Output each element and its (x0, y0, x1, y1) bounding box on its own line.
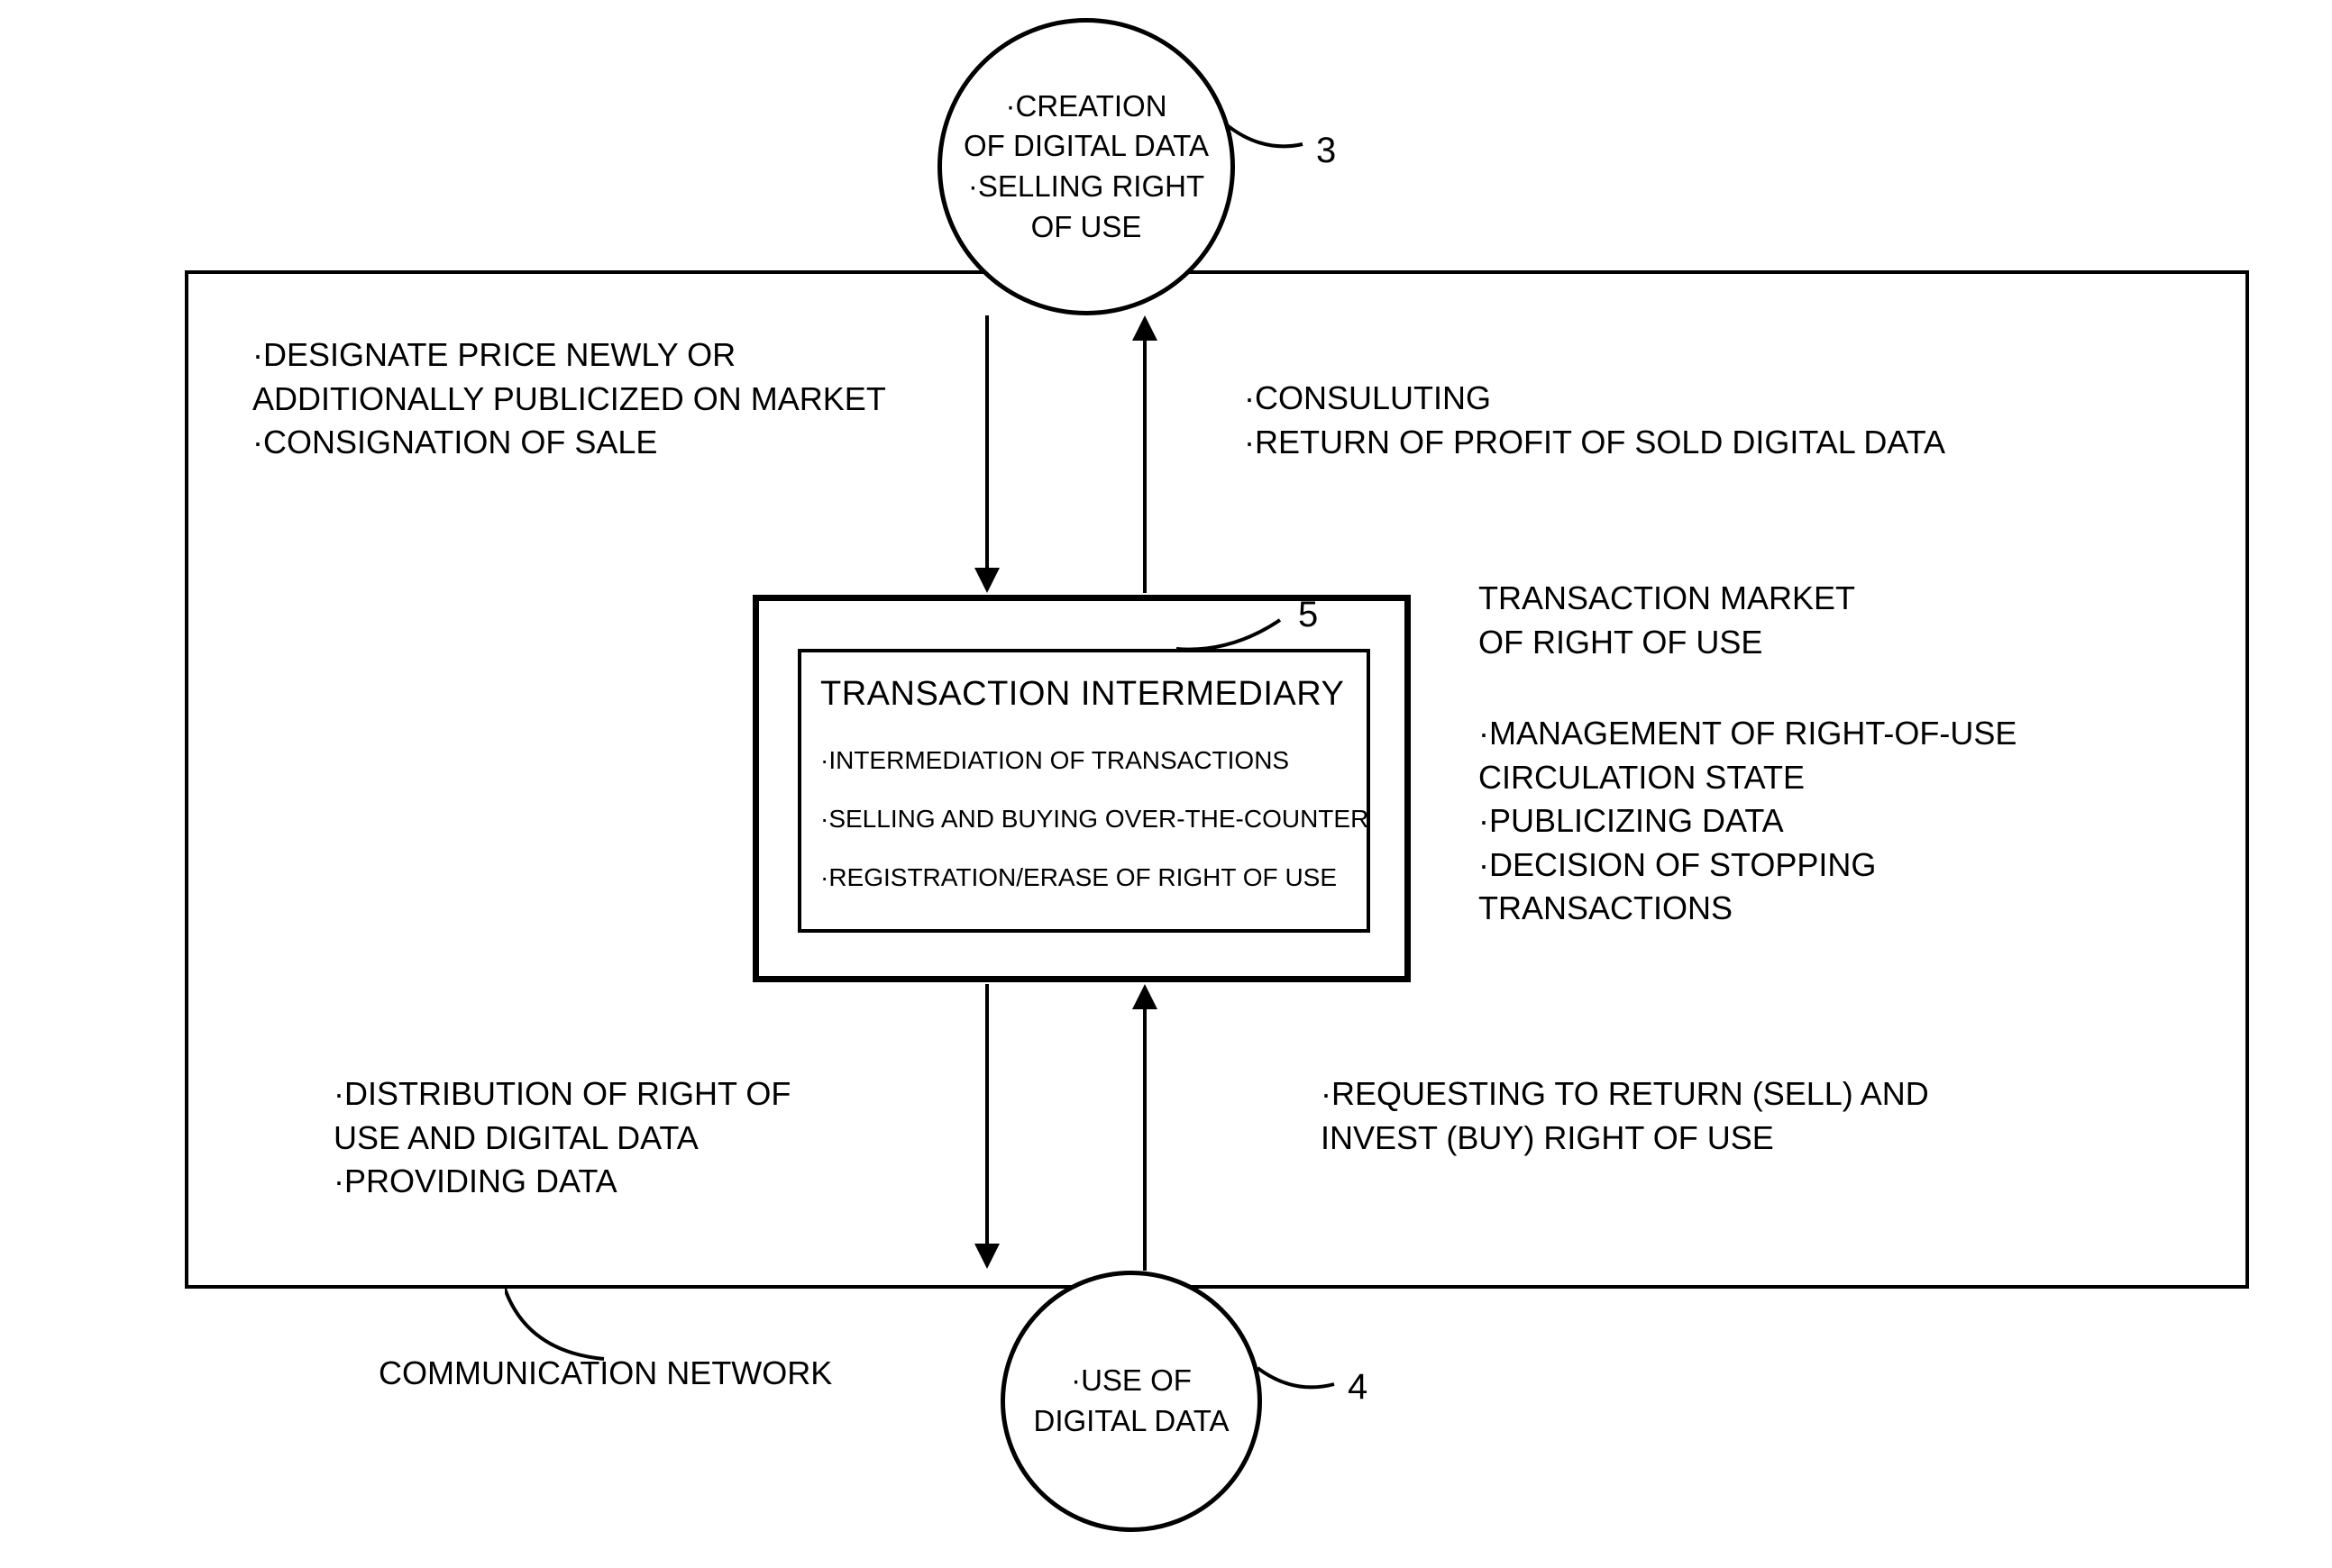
top-circle-l4: OF USE (1031, 210, 1142, 243)
top-left-text: ·DESIGNATE PRICE NEWLY OR ADDITIONALLY P… (252, 333, 886, 465)
arrow-bot-up-line (1143, 1007, 1147, 1271)
ref-num-4: 4 (1348, 1363, 1367, 1411)
ref-num-5: 5 (1298, 590, 1318, 639)
arrow-top-up-head (1132, 315, 1157, 341)
intermediary-title: TRANSACTION INTERMEDIARY (820, 671, 1344, 717)
arrow-top-down-line (985, 315, 989, 570)
top-circle-l1: ·CREATION (1005, 89, 1166, 123)
diagram-canvas: COMMUNICATION NETWORK TRANSACTION MARKET… (0, 0, 2332, 1568)
intermediary-item-3: ·REGISTRATION/ERASE OF RIGHT OF USE (820, 861, 1337, 895)
ref-3-leader (1226, 117, 1307, 171)
bottom-left-text: ·DISTRIBUTION OF RIGHT OF USE AND DIGITA… (334, 1072, 791, 1204)
creation-circle: ·CREATION OF DIGITAL DATA ·SELLING RIGHT… (937, 18, 1235, 315)
arrow-bot-up-head (1132, 984, 1157, 1009)
arrow-top-up-line (1143, 339, 1147, 593)
communication-network-label: COMMUNICATION NETWORK (379, 1352, 832, 1396)
ref-5-leader (1176, 613, 1294, 658)
arrow-top-down-head (974, 568, 1000, 593)
intermediary-item-2: ·SELLING AND BUYING OVER-THE-COUNTER (820, 802, 1368, 836)
intermediary-item-1: ·INTERMEDIATION OF TRANSACTIONS (820, 743, 1289, 778)
arrow-bot-down-line (985, 984, 989, 1245)
ref-num-3: 3 (1316, 126, 1336, 175)
right-mid-text: ·MANAGEMENT OF RIGHT-OF-USE CIRCULATION … (1478, 712, 2016, 931)
bottom-circle-l2: DIGITAL DATA (1034, 1404, 1230, 1437)
ref-4-leader (1257, 1359, 1339, 1413)
transaction-market-title: TRANSACTION MARKET OF RIGHT OF USE (1478, 577, 1855, 664)
bottom-circle-l1: ·USE OF (1071, 1363, 1192, 1397)
use-circle: ·USE OF DIGITAL DATA (1001, 1271, 1262, 1532)
top-circle-l3: ·SELLING RIGHT (968, 169, 1204, 203)
top-right-text: ·CONSULUTING ·RETURN OF PROFIT OF SOLD D… (1244, 377, 1945, 464)
bottom-right-text: ·REQUESTING TO RETURN (SELL) AND INVEST … (1321, 1072, 1929, 1160)
top-circle-l2: OF DIGITAL DATA (964, 129, 1209, 162)
arrow-bot-down-head (974, 1244, 1000, 1269)
